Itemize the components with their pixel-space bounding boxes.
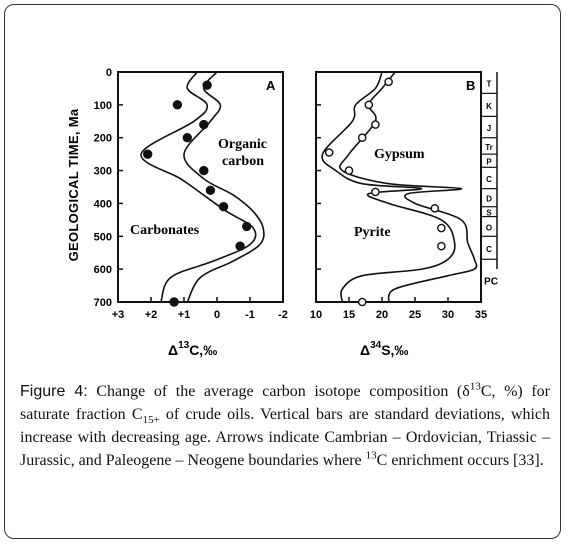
y-tick-label-0: 0	[106, 67, 112, 79]
data-point-a-9	[235, 241, 245, 251]
data-point-a-3	[182, 133, 193, 143]
data-point-b-6	[371, 187, 380, 197]
x-tick-label-a-2: +1	[178, 309, 191, 321]
period-label-4: P	[486, 158, 492, 167]
region-label-pyrite: Pyrite	[354, 225, 391, 240]
y-tick-label-7: 700	[94, 297, 112, 309]
figure-frame	[4, 4, 561, 539]
x-tick-label-a-0: +3	[112, 309, 125, 321]
figure-caption: Figure 4: Change of the average carbon i…	[20, 380, 551, 469]
x-tick-label-a-1: +2	[145, 309, 158, 321]
x-tick-label-a-3: 0	[214, 309, 220, 321]
data-point-a-5	[199, 165, 209, 176]
data-point-a-6	[205, 185, 216, 195]
data-point-b-5	[344, 166, 354, 175]
series-line-a-1	[183, 71, 265, 303]
data-point-a-2	[199, 119, 209, 130]
data-point-a-1	[172, 100, 183, 110]
region-label-carbon: carbon	[222, 154, 264, 169]
panel-b-letter: B	[466, 78, 475, 93]
data-point-b-1	[364, 100, 374, 110]
period-label-10: PC	[484, 277, 498, 288]
x-tick-label-b-3: 25	[409, 309, 421, 321]
period-label-6: D	[486, 195, 492, 204]
period-label-2: J	[487, 124, 491, 133]
series-line-b-1	[339, 71, 478, 303]
data-point-a-8	[241, 221, 252, 232]
x-tick-label-b-2: 20	[376, 309, 388, 321]
period-label-5: C	[486, 175, 492, 184]
region-label-carbonates: Carbonates	[130, 223, 200, 238]
panel-b-frame	[315, 71, 482, 303]
x-axis-label-b: Δ34S,‰	[360, 340, 408, 358]
data-point-b-7	[430, 204, 440, 213]
data-point-a-4	[142, 149, 153, 159]
period-label-8: O	[486, 223, 492, 232]
period-label-1: K	[486, 102, 492, 111]
series-line-a-0	[140, 71, 257, 303]
y-tick-label-3: 300	[94, 166, 112, 178]
period-label-0: T	[487, 80, 492, 89]
data-point-a-7	[218, 202, 229, 212]
x-tick-label-b-1: 15	[343, 309, 355, 321]
data-point-b-2	[371, 120, 380, 129]
x-tick-label-a-5: -2	[278, 309, 288, 321]
x-tick-label-a-4: -1	[245, 309, 255, 321]
region-label-organic: Organic	[218, 137, 267, 152]
data-point-b-0	[384, 77, 393, 87]
panel-a-letter: A	[266, 78, 276, 93]
data-point-b-9	[437, 241, 446, 251]
panel-a-frame	[117, 71, 284, 303]
data-point-b-3	[357, 133, 367, 143]
data-point-b-4	[324, 148, 334, 157]
x-tick-label-b-4: 30	[442, 309, 454, 321]
caption-label: Figure 4:	[20, 383, 88, 400]
period-label-9: C	[486, 245, 492, 254]
y-tick-label-6: 600	[94, 264, 112, 276]
data-point-b-10	[357, 297, 367, 307]
series-line-b-0	[321, 71, 456, 303]
y-tick-label-4: 400	[94, 198, 112, 210]
x-tick-label-b-5: 35	[475, 309, 487, 321]
x-axis-label-a: Δ13C,‰	[168, 340, 217, 358]
data-point-a-0	[202, 80, 212, 90]
period-label-3: Tr	[485, 143, 493, 152]
data-point-b-8	[437, 223, 446, 233]
y-axis-label: GEOLOGICAL TIME, Ma	[66, 108, 81, 261]
region-label-gypsum: Gypsum	[374, 147, 425, 162]
period-label-7: S	[486, 209, 492, 218]
y-tick-label-2: 200	[94, 133, 112, 145]
data-point-a-10	[169, 297, 179, 307]
y-tick-label-1: 100	[94, 100, 112, 112]
y-tick-label-5: 500	[94, 231, 112, 243]
x-tick-label-b-0: 10	[310, 309, 322, 321]
